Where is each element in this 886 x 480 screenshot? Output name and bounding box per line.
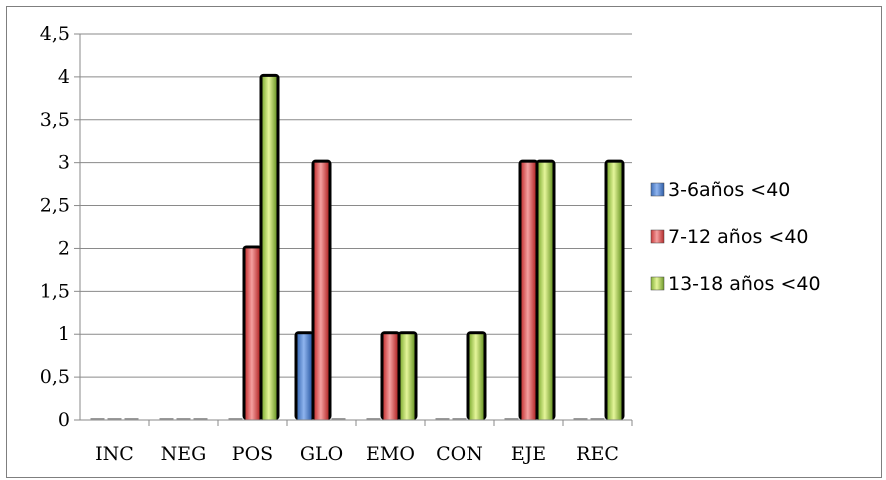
bar [521, 162, 536, 420]
x-tick-label: CON [436, 443, 483, 465]
y-tick-label: 0,5 [40, 366, 70, 388]
y-tick-label: 4 [58, 66, 70, 88]
y-tick-label: 2,5 [40, 195, 70, 217]
legend-swatch [650, 182, 665, 197]
bar-zero [193, 418, 208, 420]
legend-label: 13-18 años <40 [668, 273, 821, 295]
bar-zero [176, 418, 191, 420]
y-tick-label: 3 [58, 152, 70, 174]
y-tick-label: 1,5 [40, 280, 70, 302]
bar [245, 248, 260, 420]
bar [607, 162, 622, 420]
x-tick-label: GLO [300, 443, 343, 465]
y-tick-label: 1 [58, 323, 70, 345]
bar-zero [366, 418, 381, 420]
chart-frame [6, 6, 882, 478]
bar [469, 334, 484, 420]
legend-label: 7-12 años <40 [668, 226, 809, 248]
bar-zero [90, 418, 105, 420]
x-tick-label: NEG [161, 443, 207, 465]
bar-zero [331, 418, 346, 420]
bar-zero [124, 418, 139, 420]
bar [262, 76, 277, 420]
y-tick-label: 2 [58, 237, 70, 259]
bar-zero [590, 418, 605, 420]
legend-swatch [650, 276, 665, 291]
bar [400, 334, 415, 420]
bar-zero [452, 418, 467, 420]
y-tick-label: 0 [58, 409, 70, 431]
y-tick-label: 4,5 [40, 23, 70, 45]
legend-swatch [650, 229, 665, 244]
bar-zero [435, 418, 450, 420]
bar-zero [504, 418, 519, 420]
bar-zero [107, 418, 122, 420]
bar-zero [228, 418, 243, 420]
legend-label: 3-6años <40 [668, 179, 790, 201]
bar-zero [573, 418, 588, 420]
x-tick-label: POS [232, 443, 273, 465]
y-tick-label: 3,5 [40, 109, 70, 131]
bar [297, 334, 312, 420]
bar-zero [159, 418, 174, 420]
x-tick-label: REC [576, 443, 619, 465]
x-tick-label: INC [95, 443, 134, 465]
x-tick-label: EMO [366, 443, 415, 465]
x-tick-label: EJE [511, 443, 546, 465]
bar [314, 162, 329, 420]
bar [538, 162, 553, 420]
bar [383, 334, 398, 420]
